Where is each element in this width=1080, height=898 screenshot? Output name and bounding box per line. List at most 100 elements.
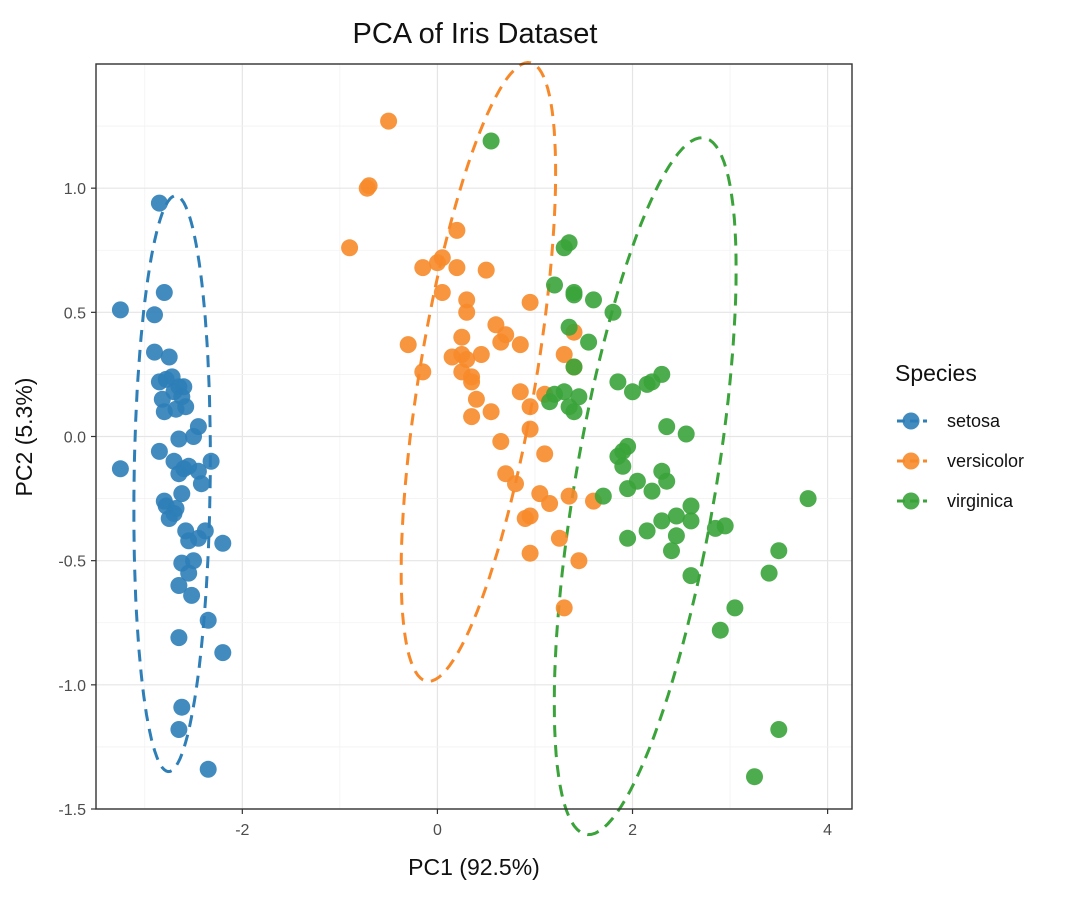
virginica-point xyxy=(546,276,563,294)
virginica-point xyxy=(565,403,583,421)
legend-label: setosa xyxy=(947,411,1001,431)
versicolor-point xyxy=(521,398,539,416)
virginica-point xyxy=(706,519,724,537)
setosa-point xyxy=(170,629,188,647)
x-tick-label: 2 xyxy=(628,822,637,839)
versicolor-point xyxy=(358,179,376,197)
virginica-point xyxy=(711,621,729,639)
versicolor-point xyxy=(482,403,500,421)
virginica-point xyxy=(585,291,602,309)
virginica-point xyxy=(619,480,637,498)
virginica-point xyxy=(658,472,676,490)
y-axis: -1.5 -1.0 -0.5 0.0 0.5 1.0 xyxy=(58,181,96,819)
versicolor-point xyxy=(380,112,398,130)
virginica-point xyxy=(663,542,680,560)
virginica-point xyxy=(682,567,700,585)
x-tick-label: -2 xyxy=(235,822,249,839)
versicolor-point xyxy=(511,336,529,354)
x-axis: -2 0 2 4 xyxy=(235,809,832,839)
setosa-point xyxy=(199,611,217,629)
virginica-point xyxy=(560,318,578,336)
virginica-point xyxy=(653,512,671,530)
y-tick-label: 0.5 xyxy=(64,305,86,322)
y-tick-label: 0.0 xyxy=(64,430,86,447)
versicolor-point xyxy=(414,259,432,277)
virginica-point xyxy=(667,507,685,525)
versicolor-point xyxy=(414,363,432,381)
virginica-point xyxy=(604,303,622,321)
setosa-point xyxy=(111,301,129,319)
versicolor-point xyxy=(492,333,510,351)
legend-title: Species xyxy=(895,360,977,386)
virginica-point xyxy=(565,286,583,304)
setosa-point xyxy=(183,586,201,604)
versicolor-point xyxy=(555,599,573,617)
y-tick-label: -1.5 xyxy=(58,802,86,819)
versicolor-point xyxy=(467,390,485,408)
setosa-point xyxy=(155,403,173,421)
setosa-point xyxy=(165,505,183,522)
versicolor-point xyxy=(458,303,476,321)
y-tick-label: -0.5 xyxy=(58,554,86,571)
versicolor-point xyxy=(521,420,539,438)
virginica-point xyxy=(619,529,637,547)
versicolor-point xyxy=(521,544,539,562)
virginica-point xyxy=(643,373,661,391)
virginica-point xyxy=(677,425,695,443)
setosa-point xyxy=(146,343,163,361)
legend-label: versicolor xyxy=(947,451,1024,471)
setosa-point xyxy=(150,194,168,212)
setosa-point xyxy=(192,475,210,493)
versicolor-point xyxy=(550,529,568,547)
versicolor-point xyxy=(341,239,359,257)
versicolor-point xyxy=(492,433,510,450)
legend-item-setosa: setosa xyxy=(897,411,1001,431)
versicolor-point xyxy=(458,291,476,309)
virginica-point xyxy=(682,512,700,530)
versicolor-point xyxy=(448,221,466,239)
setosa-point xyxy=(146,306,163,324)
setosa-point xyxy=(173,698,191,716)
setosa-point xyxy=(214,644,232,662)
versicolor-point xyxy=(560,487,578,505)
setosa-point xyxy=(155,284,173,301)
versicolor-ellipse xyxy=(399,60,558,683)
virginica-point xyxy=(746,768,763,786)
setosa-point xyxy=(170,430,188,448)
setosa-point xyxy=(150,373,168,391)
legend-key-dot xyxy=(902,412,920,430)
setosa-point xyxy=(199,760,217,778)
legend-item-virginica: virginica xyxy=(897,491,1014,511)
virginica-point xyxy=(682,497,700,515)
versicolor-point xyxy=(516,510,534,527)
versicolor-point xyxy=(541,495,559,512)
versicolor-point xyxy=(433,284,451,301)
point-layer xyxy=(111,112,817,786)
virginica-point xyxy=(555,383,573,401)
virginica-point xyxy=(580,333,598,351)
setosa-point xyxy=(173,485,191,503)
y-axis-title: PC2 (5.3%) xyxy=(11,378,37,497)
versicolor-point xyxy=(511,383,529,401)
x-tick-label: 0 xyxy=(433,822,442,839)
setosa-point xyxy=(180,564,198,582)
x-tick-label: 4 xyxy=(823,822,832,839)
versicolor-point xyxy=(570,552,588,570)
versicolor-point xyxy=(463,408,481,426)
x-axis-title: PC1 (92.5%) xyxy=(408,854,540,880)
setosa-point xyxy=(170,721,188,738)
virginica-point xyxy=(565,358,583,376)
virginica-point xyxy=(770,721,788,738)
virginica-point xyxy=(541,393,559,411)
virginica-point xyxy=(594,487,612,505)
setosa-point xyxy=(214,534,232,552)
virginica-point xyxy=(555,239,573,257)
versicolor-point xyxy=(453,328,471,346)
setosa-point xyxy=(160,348,178,366)
legend-label: virginica xyxy=(947,491,1014,511)
setosa-ellipse xyxy=(132,194,212,774)
versicolor-point xyxy=(536,445,554,463)
virginica-point xyxy=(726,599,744,617)
versicolor-point xyxy=(463,373,481,391)
